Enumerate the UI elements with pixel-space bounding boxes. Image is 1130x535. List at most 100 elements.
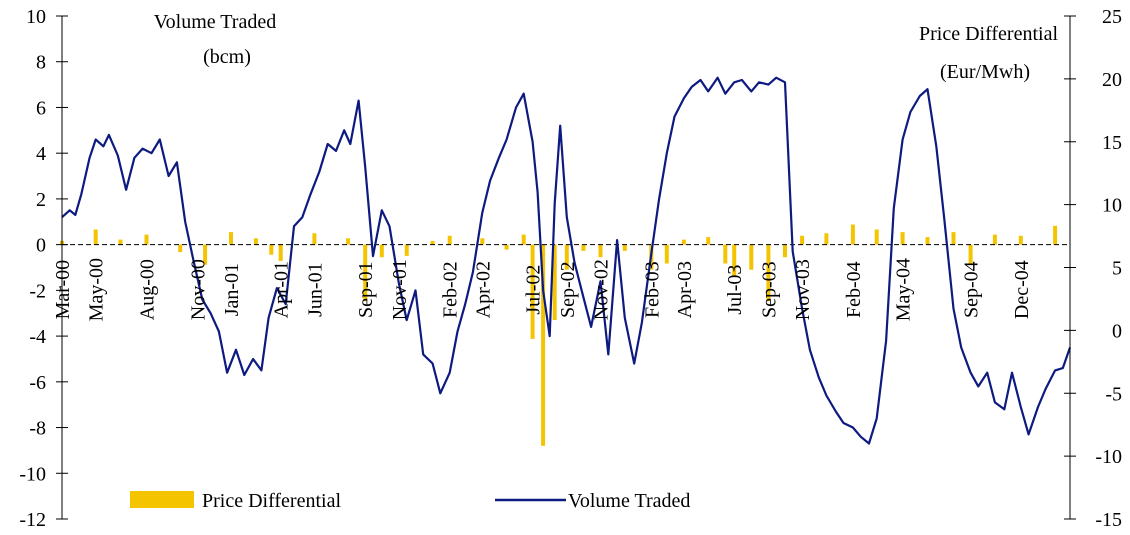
price-differential-bar: [404, 244, 409, 256]
left-axis-tick-label: -10: [19, 463, 46, 485]
price-differential-bar: [564, 244, 569, 270]
x-axis-tick-label: Sep-02: [557, 261, 579, 318]
right-axis-tick-label: 0: [1112, 320, 1122, 342]
legend-label-price-differential: Price Differential: [202, 490, 341, 512]
price-differential-bar: [992, 234, 997, 245]
x-axis-tick-label: Apr-03: [674, 261, 696, 318]
x-axis-tick-label: Jul-02: [523, 265, 545, 315]
left-axis-tick-label: -4: [29, 326, 46, 348]
price-differential-bar: [379, 244, 384, 258]
right-axis-title-line1: Price Differential: [919, 23, 1058, 45]
price-differential-bar: [766, 244, 771, 302]
price-differential-bar: [178, 244, 183, 253]
x-axis-tick-label: Nov-03: [792, 259, 814, 320]
left-axis-tick-label: 0: [36, 235, 46, 257]
price-differential-bar: [504, 244, 509, 250]
price-differential-bar: [664, 244, 669, 264]
x-axis-tick-label: May-00: [86, 258, 108, 321]
price-differential-bar: [203, 244, 208, 265]
price-differential-bar: [1018, 235, 1023, 245]
price-differential-bar: [541, 244, 546, 446]
left-axis-tick-label: 4: [36, 143, 46, 165]
left-axis-ticks: 10 8 6 4 2 0 -2 -4 -6 -8 -10 -12: [19, 6, 68, 531]
left-axis-title-line1: Volume Traded: [154, 11, 276, 33]
x-axis-tick-label: Apr-01: [271, 261, 293, 318]
left-axis-title-line2: (bcm): [203, 46, 251, 68]
price-differential-bar: [363, 244, 368, 302]
price-differential-bar: [749, 244, 754, 270]
price-differential-bar: [552, 244, 557, 320]
price-differential-bar: [346, 238, 351, 245]
x-axis-tick-label: May-04: [893, 258, 915, 321]
volume-traded-line: [61, 76, 1072, 445]
right-axis-tick-label: 10: [1102, 195, 1122, 217]
left-axis-tick-label: 6: [36, 97, 46, 119]
left-axis-tick-label: 8: [36, 52, 46, 74]
legend: Price Differential Volume Traded: [130, 490, 690, 512]
x-axis-tick-label: Aug-00: [137, 259, 159, 320]
right-axis-tick-label: 15: [1102, 132, 1122, 154]
left-axis-tick-label: -8: [29, 418, 46, 440]
x-axis-tick-label: Sep-01: [355, 261, 377, 318]
right-axis-ticks: 25 20 15 10 5 0 -5 -10 -15: [1064, 6, 1122, 531]
price-differential-bar: [312, 233, 317, 245]
x-axis-tick-label: Nov-02: [591, 259, 613, 320]
price-differential-bar: [874, 229, 879, 245]
price-differential-bar: [783, 244, 787, 258]
price-differential-bar: [968, 244, 973, 264]
x-axis-tick-label: Jun-01: [304, 262, 326, 316]
price-differential-bar: [447, 235, 452, 245]
price-differential-bar: [253, 238, 258, 245]
x-axis-tick-label: Feb-03: [641, 261, 663, 318]
right-axis-title-line2: (Eur/Mwh): [940, 61, 1030, 83]
x-axis-tick-label: Sep-04: [961, 261, 983, 318]
price-differential-bar: [521, 234, 526, 245]
price-differential-bar: [93, 229, 98, 245]
right-axis-tick-label: 25: [1102, 6, 1122, 28]
price-differential-bar: [229, 232, 233, 245]
price-differential-bar: [732, 244, 737, 276]
left-axis-tick-label: -2: [29, 280, 46, 302]
price-differential-bar: [530, 244, 535, 339]
x-axis-tick-label: Feb-02: [440, 261, 462, 318]
legend-label-volume-traded: Volume Traded: [568, 490, 690, 512]
right-axis-tick-label: -15: [1095, 509, 1122, 531]
price-differential-bar: [723, 244, 728, 264]
price-differential-bar: [598, 244, 603, 258]
price-differential-bar: [118, 239, 123, 245]
x-axis-tick-label: Mar-00: [52, 260, 74, 320]
price-differential-bar: [951, 232, 956, 245]
x-axis-tick-label: Apr-02: [472, 261, 494, 318]
right-axis-tick-label: -10: [1095, 446, 1122, 468]
x-axis-tick-label: Sep-03: [758, 261, 780, 318]
left-axis-tick-label: -12: [19, 509, 46, 531]
price-differential-bar: [144, 234, 149, 245]
left-axis-tick-label: 2: [36, 189, 46, 211]
price-differential-bar: [681, 239, 686, 245]
price-differential-bar: [278, 244, 283, 261]
price-differential-bar: [622, 244, 627, 251]
right-axis-tick-label: 20: [1102, 69, 1122, 91]
x-axis-tick-label: Nov-01: [389, 259, 411, 320]
price-differential-bar: [800, 235, 805, 245]
price-differential-bar: [480, 238, 485, 245]
right-axis-tick-label: 5: [1112, 258, 1122, 280]
price-differential-bar: [1053, 225, 1058, 245]
left-axis-tick-label: 10: [26, 6, 46, 28]
price-differential-bar: [900, 232, 905, 245]
left-axis-tick-label: -6: [29, 372, 46, 394]
price-differential-bar: [925, 237, 930, 245]
price-differential-bars: [60, 224, 1058, 446]
x-axis-tick-label: Feb-04: [843, 261, 865, 318]
right-axis-tick-label: -5: [1105, 383, 1122, 405]
x-axis-labels: Mar-00 May-00 Aug-00 Nov-00 Jan-01 Apr-01 Jun-…: [52, 258, 1033, 321]
x-axis-tick-label: Nov-00: [187, 259, 209, 320]
price-differential-bar: [269, 244, 274, 255]
price-differential-bar: [430, 240, 435, 245]
x-axis-tick-label: Dec-04: [1011, 260, 1033, 319]
price-differential-bar: [850, 224, 855, 245]
x-axis-tick-label: Jul-03: [724, 265, 746, 315]
x-axis-tick-label: Jan-01: [221, 263, 243, 316]
legend-swatch-price-differential: [130, 491, 194, 508]
